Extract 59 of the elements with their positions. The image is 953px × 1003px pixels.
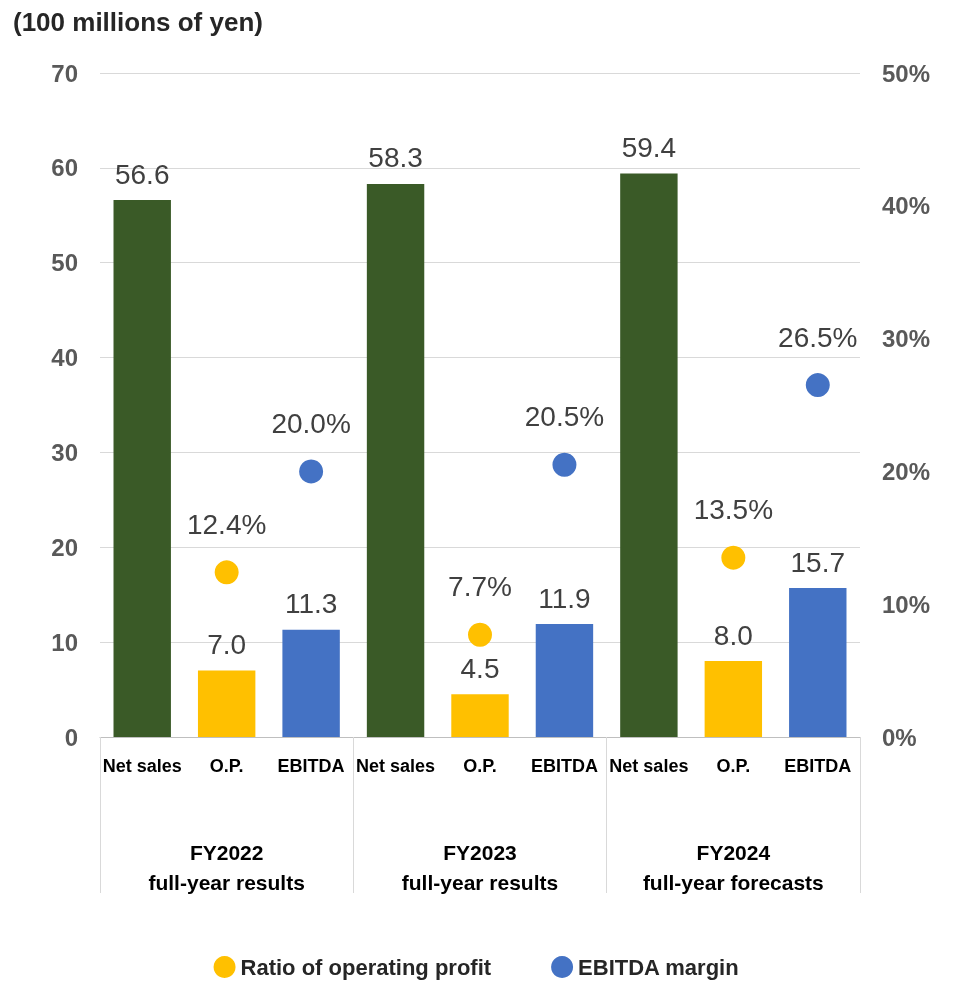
data-label: 58.3 [368,142,423,174]
legend-label: Ratio of operating profit [240,954,492,980]
bar [451,694,509,737]
data-label: 11.3 [284,588,338,620]
point [552,452,577,477]
x-tick-label: O.P. [463,756,497,776]
y2-tick-label: 0% [882,723,917,751]
bar [704,661,763,737]
y2-tick-label: 50% [882,59,931,87]
data-label: 15.7 [790,546,846,578]
data-label: 26.5% [778,321,858,353]
y-tick-label: 60 [51,154,78,182]
y-axis-title: (100 millions of yen) [13,7,263,37]
x-tick-label: Net sales [609,756,689,776]
x-tick-label: EBITDA [784,756,852,776]
y-tick-label: 50 [51,249,78,277]
data-label: 12.4% [186,508,267,540]
x-tick-label: Net sales [356,756,436,776]
y2-tick-label: 40% [882,192,931,220]
y-tick-label: 40 [51,344,78,372]
legend-label: EBITDA margin [578,954,739,980]
x-tick-label: EBITDA [277,756,345,776]
data-label: 20.5% [524,401,605,433]
x-tick-label: EBITDA [530,756,598,776]
y2-tick-label: 10% [882,590,931,618]
data-label: 20.0% [271,407,351,439]
x-tick-label: Net sales [102,756,182,776]
point [214,560,239,585]
bar [535,624,594,737]
text: FY2024 full-year forecasts [642,840,824,894]
data-label: 56.6 [114,158,170,190]
x-tick-label: O.P. [209,756,244,776]
data-label: 7.7% [448,571,512,603]
point [721,545,746,570]
bar [366,183,425,737]
y-tick-label: 0 [64,723,78,751]
point [805,373,830,398]
data-label: 59.4 [621,132,677,164]
data-label: 11.9 [538,582,591,614]
bar [620,173,678,737]
point [468,622,492,647]
y2-tick-label: 30% [882,325,931,353]
point [299,459,324,484]
y2-tick-label: 20% [882,457,931,485]
y-tick-label: 20 [51,533,78,561]
text: FY2022 full-year results [148,840,305,894]
bar [113,200,171,737]
data-label: 8.0 [713,619,753,651]
data-label: 4.5 [460,652,500,684]
x-tick-label: O.P. [716,756,751,776]
data-label: 13.5% [693,494,774,526]
bar [789,588,847,737]
y-tick-label: 10 [51,628,78,656]
bar [197,670,256,737]
data-label: 7.0 [207,629,247,661]
y-tick-label: 70 [51,59,78,87]
text: FY2023 full-year results [401,840,559,894]
y-tick-label: 30 [51,438,78,466]
bar [282,629,340,737]
